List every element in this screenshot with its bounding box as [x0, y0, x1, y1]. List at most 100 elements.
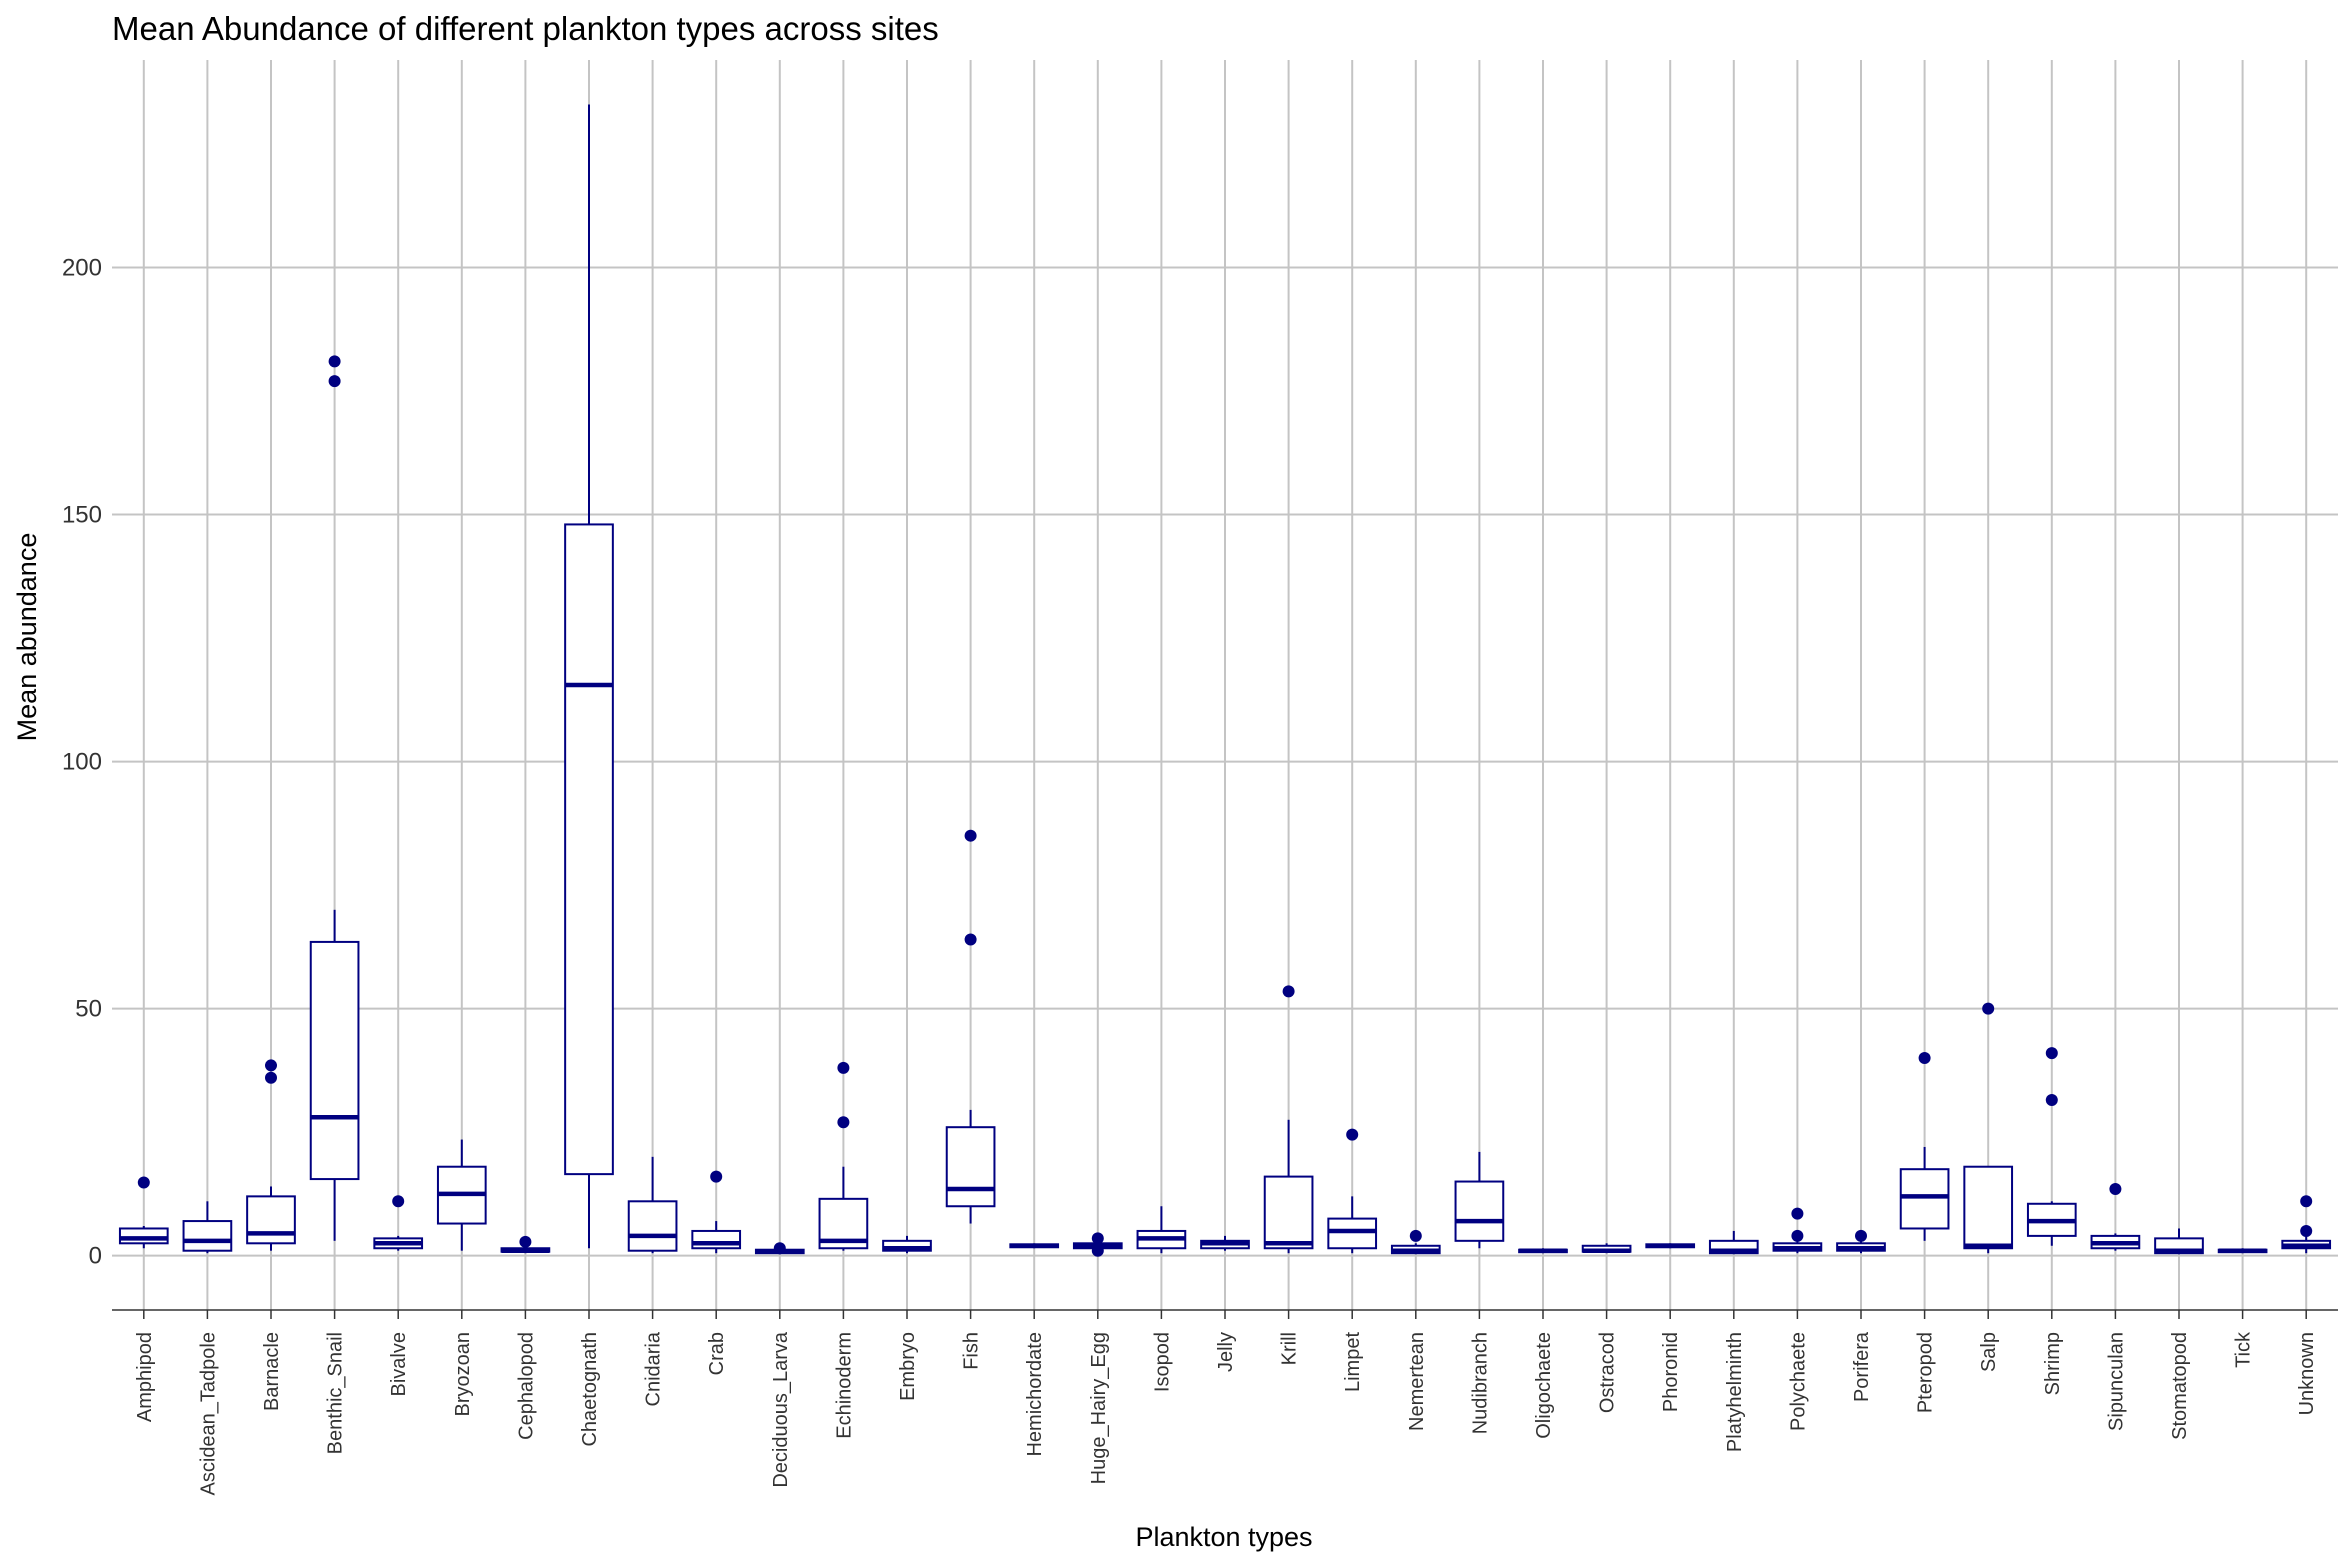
x-tick-label: Polychaete: [1787, 1332, 1809, 1431]
outlier-point: [2045, 1094, 2058, 1107]
box-porifera: [1836, 1229, 1886, 1254]
outlier-point: [1091, 1244, 1104, 1257]
box-polychaete: [1772, 1207, 1823, 1254]
outlier-point: [1409, 1229, 1422, 1242]
box-ostracod: [1581, 1243, 1632, 1254]
box-body: [627, 1200, 678, 1252]
outlier-point: [2045, 1047, 2058, 1060]
outlier-point: [519, 1235, 532, 1248]
outlier-point: [1918, 1052, 1931, 1065]
x-tick-label: Nemertean: [1406, 1332, 1428, 1431]
box-body: [564, 523, 614, 1176]
x-tick-label: Isopod: [1151, 1332, 1173, 1392]
box-nudibranch: [1454, 1151, 1505, 1249]
outlier-point: [2109, 1182, 2122, 1195]
box-chaetognath: [564, 104, 614, 1249]
box-salp: [1963, 1002, 2014, 1254]
x-tick-label: Fish: [961, 1332, 983, 1370]
x-tick-label: Phoronid: [1660, 1332, 1682, 1412]
x-tick-label: Stomatopod: [2169, 1332, 2191, 1440]
outlier-point: [392, 1195, 405, 1208]
box-body: [945, 1126, 996, 1208]
x-tick-label: Benthic_Snail: [325, 1332, 347, 1454]
x-tick-label: Krill: [1279, 1332, 1301, 1365]
outlier-point: [328, 355, 341, 368]
outlier-point: [837, 1061, 850, 1074]
box-benthic-snail: [309, 355, 360, 1241]
outlier-point: [837, 1116, 850, 1129]
x-tick-label: Oligochaete: [1533, 1332, 1555, 1439]
x-tick-label: Limpet: [1342, 1332, 1364, 1392]
x-tick-label: Amphipod: [134, 1332, 156, 1422]
box-krill: [1263, 985, 1314, 1254]
box-tick: [2217, 1248, 2268, 1254]
outlier-point: [1791, 1207, 1804, 1220]
box-crab: [691, 1170, 742, 1254]
chart-title: Mean Abundance of different plankton typ…: [112, 10, 939, 47]
box-stomatopod: [2154, 1228, 2204, 1255]
box-body: [182, 1220, 233, 1252]
x-tick-label: Sipunculan: [2105, 1332, 2127, 1431]
box-platyhelminth: [1708, 1230, 1759, 1255]
x-tick-label: Cephalopod: [515, 1332, 537, 1440]
box-body: [118, 1227, 169, 1245]
box-bryozoan: [436, 1139, 487, 1251]
outlier-point: [964, 829, 977, 842]
box-echinoderm: [818, 1061, 869, 1251]
outlier-point: [773, 1242, 786, 1255]
outlier-point: [265, 1059, 277, 1072]
box-body: [1454, 1180, 1505, 1242]
x-tick-label: Shrimp: [2042, 1332, 2064, 1395]
outlier-point: [1346, 1128, 1359, 1141]
box-cnidaria: [627, 1156, 678, 1254]
box-barnacle: [246, 1059, 296, 1251]
x-axis-ticks: [143, 1310, 2307, 1319]
x-axis-title: Plankton types: [1135, 1522, 1312, 1552]
x-tick-label: Barnacle: [261, 1332, 283, 1411]
box-unknown: [2281, 1195, 2332, 1254]
box-body: [691, 1229, 742, 1250]
x-tick-label: Echinoderm: [833, 1332, 855, 1439]
box-body: [1963, 1165, 2014, 1250]
x-tick-label: Crab: [706, 1332, 728, 1375]
y-tick-label: 150: [62, 502, 102, 529]
box-body: [1263, 1175, 1314, 1250]
box-nemertean: [1390, 1229, 1441, 1255]
box-ascidean-tadpole: [182, 1201, 233, 1254]
y-tick-label: 0: [89, 1243, 102, 1270]
x-tick-label: Deciduous_Larva: [770, 1331, 792, 1488]
x-tick-label: Ostracod: [1597, 1332, 1619, 1413]
y-axis-tick-labels: 0 50 100 150 200: [62, 255, 102, 1270]
box-cephalopod: [500, 1235, 551, 1254]
x-tick-label: Hemichordate: [1024, 1332, 1046, 1457]
box-hemichordate: [1009, 1243, 1060, 1249]
outlier-point: [1091, 1232, 1104, 1245]
box-body: [246, 1195, 296, 1245]
box-deciduous-larva: [754, 1242, 805, 1255]
y-tick-label: 200: [62, 255, 102, 282]
box-isopod: [1136, 1206, 1187, 1254]
x-tick-label: Salp: [1978, 1332, 2000, 1372]
box-body: [309, 940, 360, 1181]
box-body: [1899, 1168, 1950, 1230]
box-bivalve: [373, 1195, 424, 1251]
box-body: [882, 1239, 932, 1252]
x-tick-label: Huge_Hairy_Egg: [1088, 1332, 1110, 1484]
box-embryo: [882, 1235, 932, 1254]
x-tick-label: Platyhelminth: [1724, 1332, 1746, 1452]
box-huge-hairy-egg: [1072, 1232, 1123, 1257]
outlier-point: [1982, 1002, 1995, 1015]
y-axis-title: Mean abundance: [12, 533, 42, 742]
box-sipunculan: [2090, 1182, 2141, 1251]
x-tick-label: Jelly: [1215, 1332, 1237, 1372]
outlier-point: [2300, 1195, 2313, 1208]
outlier-point: [2300, 1224, 2313, 1237]
box-jelly: [1200, 1235, 1250, 1251]
x-tick-label: Cnidaria: [643, 1331, 665, 1406]
x-tick-label: Nudibranch: [1469, 1332, 1491, 1434]
outlier-point: [265, 1071, 277, 1084]
x-tick-label: Unknown: [2296, 1332, 2318, 1415]
outlier-point: [1855, 1229, 1867, 1242]
